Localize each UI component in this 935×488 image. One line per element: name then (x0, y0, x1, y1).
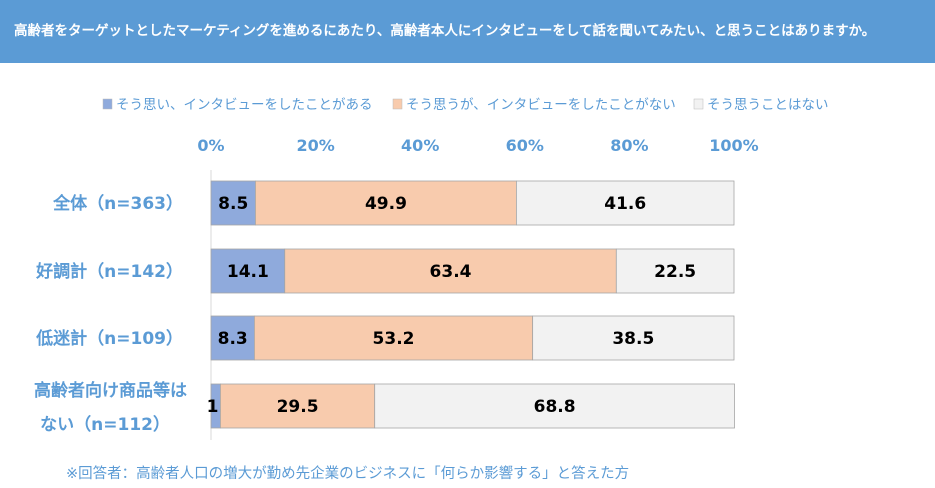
legend-swatch (392, 98, 403, 110)
category-label: 低迷計（n=109） (35, 328, 183, 349)
stacked-bar-chart: そう思い、インタビューをしたことがある そう思うが、インタビューをしたことがない そ… (34, 97, 829, 440)
x-tick-label: 80% (610, 136, 648, 155)
data-label: 38.5 (612, 329, 654, 349)
data-label: 41.6 (604, 194, 646, 214)
data-label: 68.8 (534, 397, 576, 417)
legend-label: そう思うことはない (707, 97, 829, 113)
data-label: 53.2 (373, 329, 415, 349)
x-tick-label: 100% (709, 136, 758, 155)
data-label: 14.1 (227, 262, 269, 282)
legend-swatch (102, 98, 113, 110)
legend-label: そう思い、インタビューをしたことがある (116, 97, 373, 113)
x-tick-label: 60% (506, 136, 544, 155)
bar-segment (532, 315, 735, 361)
chart-title-banner: 高齢者をターゲットとしたマーケティングを進めるにあたり、高齢者本人にインタビュー… (0, 0, 935, 63)
category-label: 高齢者向け商品等は (34, 380, 187, 401)
legend-swatch (693, 98, 704, 110)
data-label: 29.5 (277, 397, 319, 417)
data-label: 49.9 (365, 194, 407, 214)
footnote: ※回答者：高齢者人口の増大が勤め先企業のビジネスに「何らか影響する」と答えた方 (66, 466, 630, 482)
bar-segment (374, 383, 735, 429)
bar-segment (516, 180, 735, 226)
category-label: 全体（n=363） (52, 193, 183, 214)
category-label: ない（n=112） (40, 414, 170, 435)
bar-segment (254, 315, 534, 361)
x-tick-label: 0% (197, 136, 224, 155)
bar-segment (615, 248, 735, 294)
data-label: 8.3 (218, 329, 248, 349)
data-label: 8.5 (218, 194, 248, 214)
x-tick-label: 20% (296, 136, 334, 155)
category-label: 好調計（n=142） (35, 261, 183, 282)
x-tick-label: 40% (401, 136, 439, 155)
data-label: 63.4 (430, 262, 472, 282)
bar-segment (255, 180, 517, 226)
data-label: 22.5 (654, 262, 696, 282)
legend-label: そう思うが、インタビューをしたことがない (406, 97, 676, 113)
